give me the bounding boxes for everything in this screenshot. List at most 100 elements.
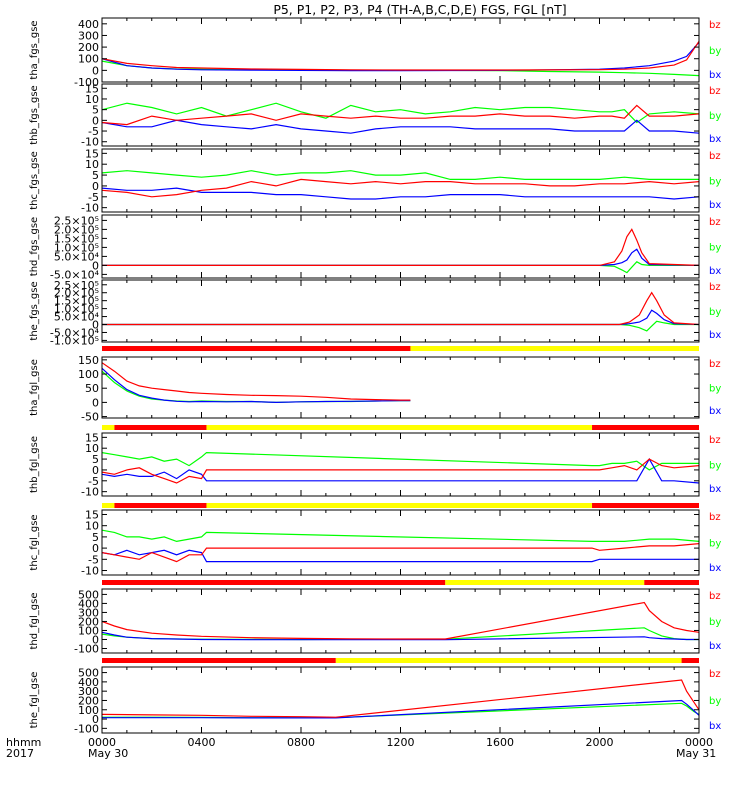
series-by-line [102,170,699,180]
date-left-label: May 30 [88,747,128,760]
series-bx-line [102,248,699,266]
x-tick-label: 1600 [486,736,514,749]
legend-by: by [709,177,721,188]
legend-bz: bz [709,435,721,446]
status-bar-segment-2 [206,425,593,430]
status-bar-segment-0 [102,503,115,508]
y-tick-label: 5 [92,453,99,466]
panel-label-thb_fgl_gse: thb_fgl_gse [29,436,40,493]
legend-bx: bx [709,406,721,417]
year-label: 2017 [6,747,34,760]
legend-bx: bx [709,563,721,574]
x-tick-label: 0400 [188,736,216,749]
y-tick-label: 50 [85,382,99,395]
y-tick-label: 0 [92,542,99,555]
legend-bz: bz [709,282,721,293]
legend-bz: bz [709,512,721,523]
legend-by: by [709,539,721,550]
y-tick-label: 500 [78,588,99,601]
legend-bx: bx [709,200,721,211]
series-by-line [102,102,699,124]
series-bz-line [102,228,699,266]
y-tick-label: -100 [74,642,99,655]
series-by-line [102,451,699,471]
series-bx-line [102,549,699,563]
status-bar-segment-2 [644,580,699,585]
series-bz-line [102,601,699,640]
y-tick-label: 0 [92,64,99,77]
series-bz-line [102,40,699,71]
panel-frame [101,279,700,343]
series-bz-line [102,104,699,126]
series-by-line [102,320,699,332]
status-bar-segment-1 [445,580,645,585]
y-tick-label: -1.0×10⁵ [50,334,99,347]
status-bar-segment-0 [102,346,411,351]
panel-label-thd_fgs_gse: thd_fgs_gse [29,217,40,276]
panel-label-thc_fgl_gse: thc_fgl_gse [29,514,40,570]
y-tick-label: 400 [78,597,99,610]
y-tick-label: 5 [92,104,99,117]
legend-bx: bx [709,484,721,495]
y-tick-label: -100 [74,76,99,89]
y-tick-label: 2.5×10⁵ [54,214,99,227]
y-tick-label: 100 [78,624,99,637]
y-tick-label: 15 [85,508,99,521]
status-bar-segment-0 [102,658,336,663]
legend-bx: bx [709,70,721,81]
status-bar-segment-3 [592,425,699,430]
y-tick-label: -5 [88,191,99,204]
x-tick-label: 2000 [586,736,614,749]
panel-frame [101,356,700,419]
series-bx-line [102,309,699,326]
y-tick-label: 2.0×10⁵ [54,223,99,236]
legend-by: by [709,696,721,707]
y-tick-label: 10 [85,442,99,455]
y-tick-label: 1.0×10⁵ [54,241,99,254]
panel-label-tha_fgl_gse: tha_fgl_gse [29,359,40,416]
status-bar-segment-0 [102,580,446,585]
y-tick-label: 400 [78,676,99,689]
y-tick-label: 300 [78,606,99,619]
y-tick-label: 150 [78,354,99,367]
hhmm-label: hhmm [6,736,41,749]
y-tick-label: 0 [92,713,99,726]
legend-by: by [709,461,721,472]
panel-label-the_fgl_gse: the_fgl_gse [29,672,40,729]
y-tick-label: 0 [92,319,99,332]
date-right-label: May 31 [676,747,716,760]
legend-by: by [709,243,721,254]
x-tick-label: 1200 [387,736,415,749]
panel-label-thd_fgl_gse: thd_fgl_gse [29,593,40,650]
y-tick-label: -10 [81,136,99,149]
legend-bx: bx [709,641,721,652]
y-tick-label: 15 [85,82,99,95]
series-by-line [102,529,699,543]
series-bx-line [102,119,699,134]
y-tick-label: -50 [81,411,99,424]
series-bx-line [102,457,699,484]
y-tick-label: 0 [92,396,99,409]
y-tick-label: 200 [78,694,99,707]
y-tick-label: -10 [81,202,99,215]
panel-frame [101,666,700,734]
series-bz-line [102,362,411,401]
status-bar-segment-2 [681,658,699,663]
legend-by: by [709,307,721,318]
legend-by: by [709,617,721,628]
y-tick-label: -10 [81,486,99,499]
panel-label-tha_fgs_gse: tha_fgs_gse [29,20,40,79]
x-tick-label: 0800 [287,736,315,749]
panel-label-thb_fgs_gse: thb_fgs_gse [29,85,40,144]
legend-bx: bx [709,266,721,277]
y-tick-label: 200 [78,41,99,54]
legend-bz: bz [709,151,721,162]
y-tick-label: 1.5×10⁵ [54,232,99,245]
y-tick-label: 10 [85,158,99,171]
legend-by: by [709,111,721,122]
